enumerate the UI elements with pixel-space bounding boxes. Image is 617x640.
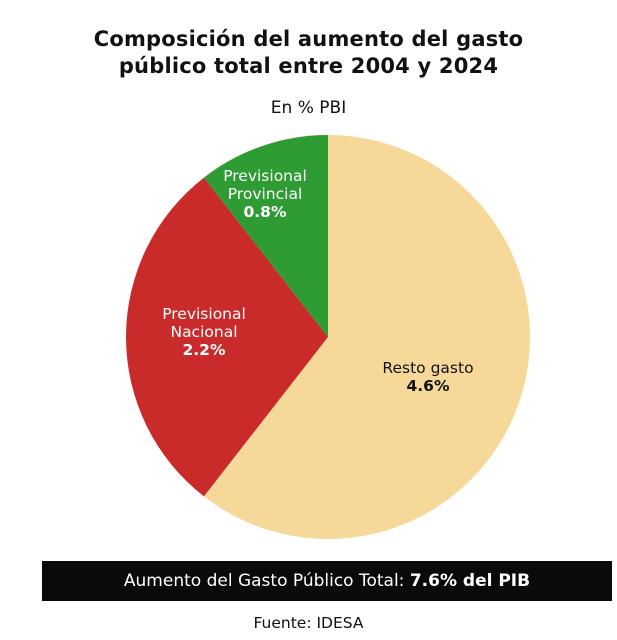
pie-slices (125, 135, 530, 540)
total-banner-text: Aumento del Gasto Público Total: (123, 571, 410, 591)
pie-chart: Resto gasto 4.6% Previsional Nacional 2.2% Pr… (125, 135, 530, 540)
chart-subtitle: En % PBI (270, 98, 347, 118)
pie-labels: Resto gasto 4.6% Previsional Nacional 2.2% Pr… (162, 167, 473, 395)
source-note: Fuente: IDESA (253, 614, 364, 632)
pie-slice-2 (203, 135, 328, 337)
total-banner: Aumento del Gasto Público Total: 7.6% de… (42, 561, 612, 601)
chart-title-line-2: público total entre 2004 y 2024 (118, 54, 499, 78)
chart-title-line-1: Composición del aumento del gasto (93, 27, 524, 51)
pie-slice-label-1: Previsional Nacional 2.2% (162, 305, 246, 359)
chart-title: Composición del aumento del gasto públic… (0, 26, 617, 80)
pie-slice-1 (125, 177, 328, 497)
pie-slice-label-0: Resto gasto 4.6% (382, 359, 473, 395)
total-banner-value: 7.6% del PIB (409, 571, 531, 591)
pie-slice-0 (203, 135, 530, 540)
pie-slice-label-2: Previsional Provincial 0.8% (223, 167, 307, 221)
